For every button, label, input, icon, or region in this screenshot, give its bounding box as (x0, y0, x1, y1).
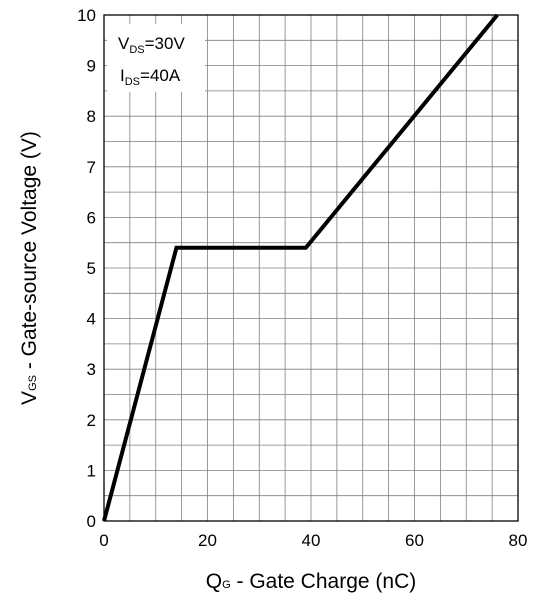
y-axis-label: VGS - Gate-source Voltage (V) (18, 131, 41, 405)
x-axis-label: QG - Gate Charge (nC) (206, 570, 416, 593)
y-tick-label: 5 (87, 259, 96, 278)
series-line (102, 13, 499, 522)
y-tick-label: 9 (87, 57, 96, 76)
annotation-vds: VDS=30V (118, 34, 185, 56)
plot-frame (103, 14, 519, 522)
y-tick-label: 1 (87, 461, 96, 480)
y-tick-label: 0 (87, 512, 96, 531)
y-tick-label: 3 (87, 360, 96, 379)
y-tick-labels: 0 1 2 3 4 5 6 7 8 9 10 (77, 6, 96, 531)
y-tick-label: 8 (87, 107, 96, 126)
annotation-ids: IDS=40A (120, 66, 181, 88)
y-tick-label: 6 (87, 208, 96, 227)
x-tick-label: 60 (405, 531, 424, 550)
annotation-box (107, 24, 205, 92)
y-tick-label: 10 (77, 6, 96, 25)
x-tick-label: 20 (198, 531, 217, 550)
y-tick-label: 2 (87, 411, 96, 430)
grid (104, 15, 518, 521)
y-tick-label: 4 (87, 310, 96, 329)
y-tick-label: 7 (87, 158, 96, 177)
x-tick-label: 0 (99, 531, 108, 550)
x-tick-labels: 0 20 40 60 80 (99, 531, 527, 550)
x-tick-label: 40 (302, 531, 321, 550)
x-tick-label: 80 (509, 531, 528, 550)
